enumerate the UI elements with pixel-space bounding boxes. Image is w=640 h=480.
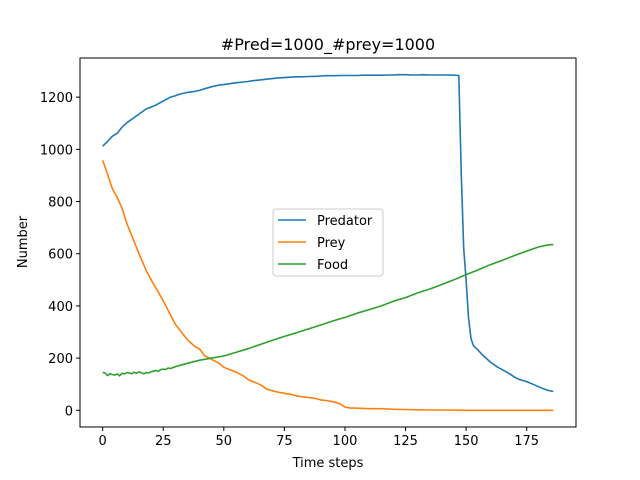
legend-label-food: Food (317, 258, 348, 273)
y-tick-label: 1200 (40, 91, 73, 106)
legend: Predator Prey Food (272, 208, 384, 277)
chart-title: #Pred=1000_#prey=1000 (221, 35, 435, 55)
x-axis-label: Time steps (292, 456, 364, 471)
y-tick-label: 400 (48, 300, 73, 315)
x-tick-label: 75 (276, 434, 293, 449)
y-tick-label: 600 (48, 248, 73, 263)
y-axis-label: Number (16, 215, 31, 268)
series-line-prey (101, 160, 554, 412)
y-tick-label: 1000 (40, 143, 73, 158)
y-tick-label: 0 (65, 404, 73, 419)
series-line-predator (102, 73, 554, 393)
x-tick-label: 50 (216, 434, 233, 449)
legend-label-prey: Prey (317, 236, 346, 251)
x-tick-label: 100 (333, 434, 358, 449)
series-line-food (102, 243, 554, 377)
axes-frame (79, 57, 577, 428)
plot-area (101, 73, 554, 412)
axis-ticks: 0 25 50 75 100 125 150 175 0 200 400 600 800 1000 1200 (40, 91, 539, 449)
x-tick-label: 175 (514, 434, 539, 449)
x-tick-label: 0 (99, 434, 107, 449)
x-tick-label: 150 (454, 434, 479, 449)
x-tick-label: 125 (393, 434, 418, 449)
x-tick-label: 25 (155, 434, 172, 449)
y-tick-label: 800 (48, 196, 73, 211)
legend-box (272, 208, 384, 277)
y-tick-label: 200 (48, 352, 73, 367)
legend-label-predator: Predator (317, 214, 373, 229)
